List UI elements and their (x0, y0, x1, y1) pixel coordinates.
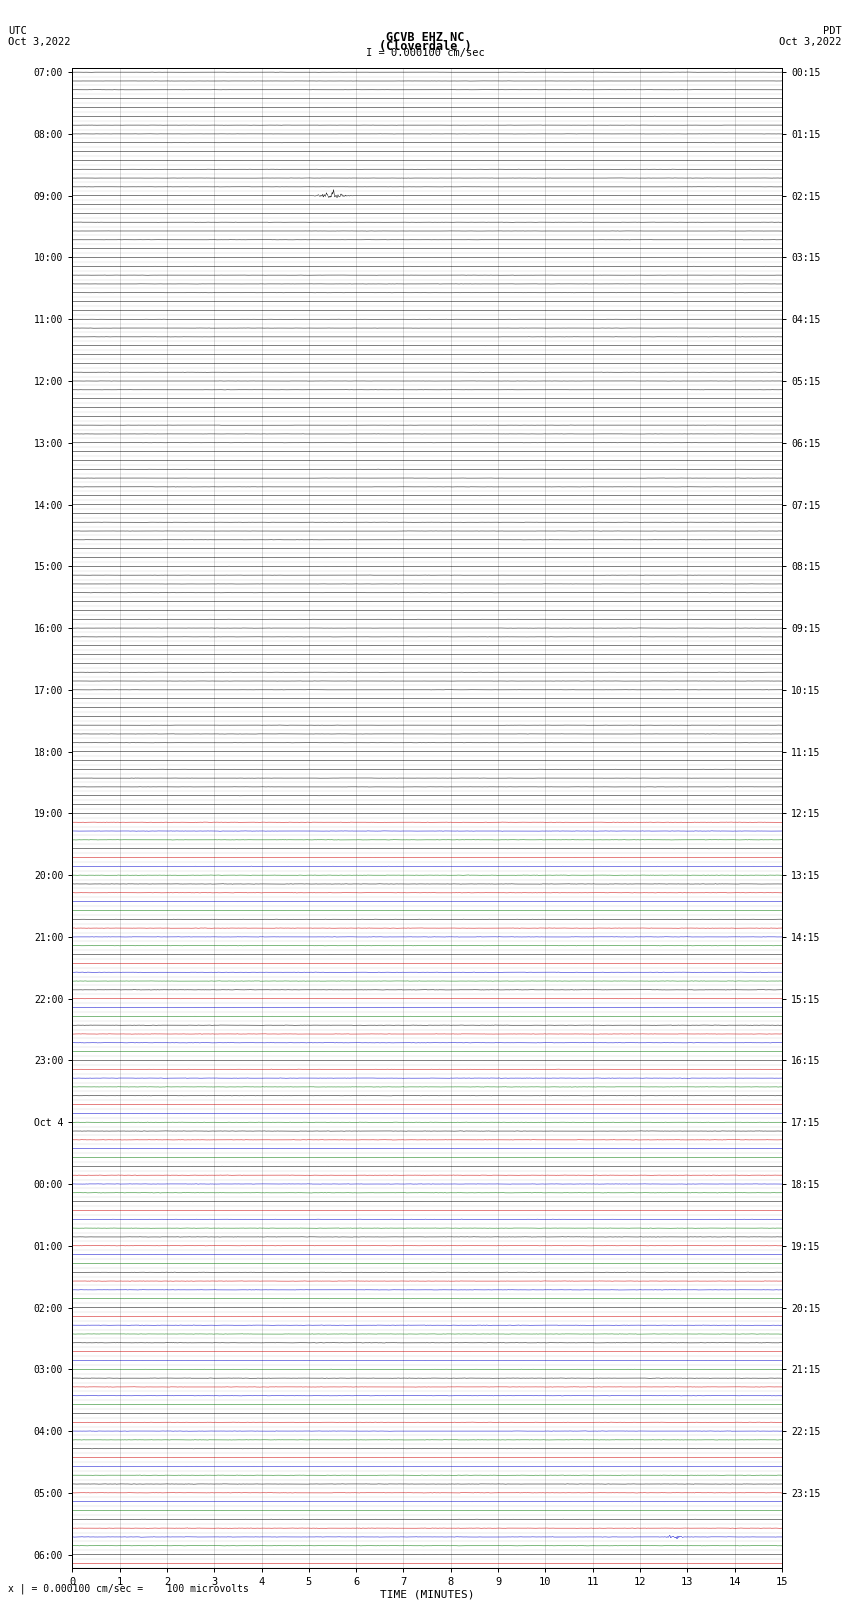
X-axis label: TIME (MINUTES): TIME (MINUTES) (380, 1590, 474, 1600)
Text: I = 0.000100 cm/sec: I = 0.000100 cm/sec (366, 47, 484, 58)
Text: x | = 0.000100 cm/sec =    100 microvolts: x | = 0.000100 cm/sec = 100 microvolts (8, 1582, 249, 1594)
Text: UTC
Oct 3,2022: UTC Oct 3,2022 (8, 26, 71, 47)
Text: (Cloverdale ): (Cloverdale ) (379, 39, 471, 53)
Text: GCVB EHZ NC: GCVB EHZ NC (386, 31, 464, 45)
Text: PDT
Oct 3,2022: PDT Oct 3,2022 (779, 26, 842, 47)
